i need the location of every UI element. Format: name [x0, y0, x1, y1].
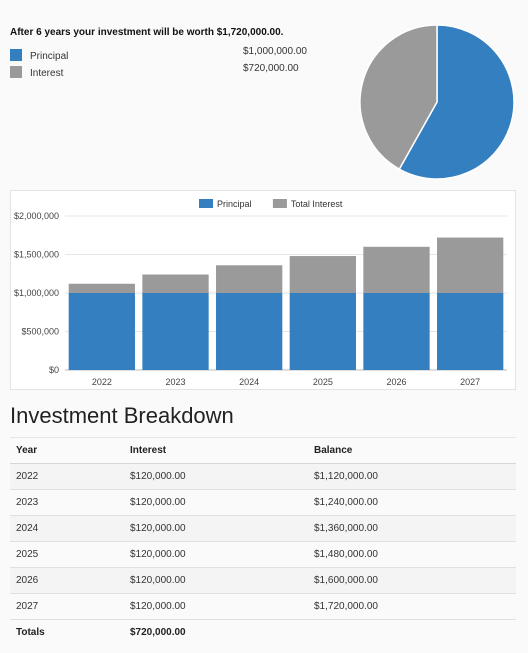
principal-swatch: [10, 49, 22, 61]
bar-legend-swatch: [272, 199, 287, 208]
bar-principal-2026: [363, 293, 430, 370]
cell-year: 2026: [10, 567, 124, 594]
cell-year: 2022: [10, 463, 124, 490]
summary-title: After 6 years your investment will be wo…: [10, 27, 284, 38]
cell-balance: $1,480,000.00: [308, 541, 516, 568]
bar-principal-2024: [216, 293, 283, 370]
y-tick-label: $500,000: [21, 327, 59, 337]
bar-total-interest-2023: [142, 274, 209, 293]
cell-interest: $120,000.00: [124, 463, 308, 490]
table-row: 2022 $120,000.00 $1,120,000.00: [10, 463, 516, 490]
bar-legend-label: Total Interest: [291, 199, 343, 209]
x-tick-label: 2022: [92, 377, 112, 387]
cell-year: 2024: [10, 515, 124, 542]
y-tick-label: $1,000,000: [14, 288, 59, 298]
table-header-row: Year Interest Balance: [10, 437, 516, 464]
bar-principal-2025: [289, 293, 356, 370]
pie-chart: [359, 24, 515, 180]
bar-principal-2022: [68, 293, 135, 370]
cell-year: 2025: [10, 541, 124, 568]
principal-amount: $1,000,000.00: [243, 46, 307, 57]
cell-interest: $120,000.00: [124, 567, 308, 594]
bar-chart-panel: Principal Total Interest $0 $500,000 $1,000,…: [10, 190, 516, 390]
cell-balance: $1,360,000.00: [308, 515, 516, 542]
bar-total-interest-2026: [363, 246, 430, 293]
table-row: 2023 $120,000.00 $1,240,000.00: [10, 489, 516, 516]
x-tick-label: 2023: [165, 377, 185, 387]
bar-legend-swatch: [199, 199, 213, 208]
principal-label: Principal: [30, 51, 69, 62]
bar-principal-2027: [437, 293, 504, 370]
cell-balance: $1,240,000.00: [308, 489, 516, 516]
bar-total-interest-2024: [216, 265, 283, 293]
cell-interest: $120,000.00: [124, 515, 308, 542]
pie-slice-principal: [398, 24, 515, 180]
x-tick-label: 2025: [313, 377, 333, 387]
column-header-balance: Balance: [308, 437, 516, 464]
totals-label: Totals: [10, 619, 124, 646]
totals-interest: $720,000.00: [124, 619, 308, 646]
breakdown-heading: Investment Breakdown: [10, 403, 234, 428]
x-tick-label: 2024: [239, 377, 259, 387]
interest-swatch: [10, 66, 22, 78]
cell-balance: $1,720,000.00: [308, 593, 516, 620]
x-tick-label: 2027: [460, 377, 480, 387]
table-row: 2027 $120,000.00 $1,720,000.00: [10, 593, 516, 620]
cell-year: 2023: [10, 489, 124, 516]
column-header-year: Year: [10, 437, 124, 464]
bar-chart: Principal Total Interest $0 $500,000 $1,000,…: [14, 199, 507, 387]
cell-balance: $1,600,000.00: [308, 567, 516, 594]
table-row: 2025 $120,000.00 $1,480,000.00: [10, 541, 516, 568]
y-tick-label: $0: [49, 365, 59, 375]
totals-balance: [308, 619, 516, 646]
y-tick-label: $1,500,000: [14, 250, 59, 260]
y-tick-label: $2,000,000: [14, 211, 59, 221]
pie-slice-interest: [359, 24, 438, 171]
bar-total-interest-2027: [437, 237, 504, 293]
bar-principal-2023: [142, 293, 209, 370]
bar-legend-label: Principal: [217, 199, 252, 209]
bar-total-interest-2025: [289, 256, 356, 293]
cell-interest: $120,000.00: [124, 489, 308, 516]
column-header-interest: Interest: [124, 437, 308, 464]
table-row: 2024 $120,000.00 $1,360,000.00: [10, 515, 516, 542]
interest-label: Interest: [30, 68, 64, 79]
cell-interest: $120,000.00: [124, 593, 308, 620]
interest-amount: $720,000.00: [243, 63, 299, 74]
bar-total-interest-2022: [68, 283, 135, 293]
cell-interest: $120,000.00: [124, 541, 308, 568]
cell-balance: $1,120,000.00: [308, 463, 516, 490]
cell-year: 2027: [10, 593, 124, 620]
table-row: 2026 $120,000.00 $1,600,000.00: [10, 567, 516, 594]
breakdown-table: Year Interest Balance 2022 $120,000.00 $…: [10, 437, 516, 646]
x-tick-label: 2026: [386, 377, 406, 387]
totals-row: Totals $720,000.00: [10, 619, 516, 646]
